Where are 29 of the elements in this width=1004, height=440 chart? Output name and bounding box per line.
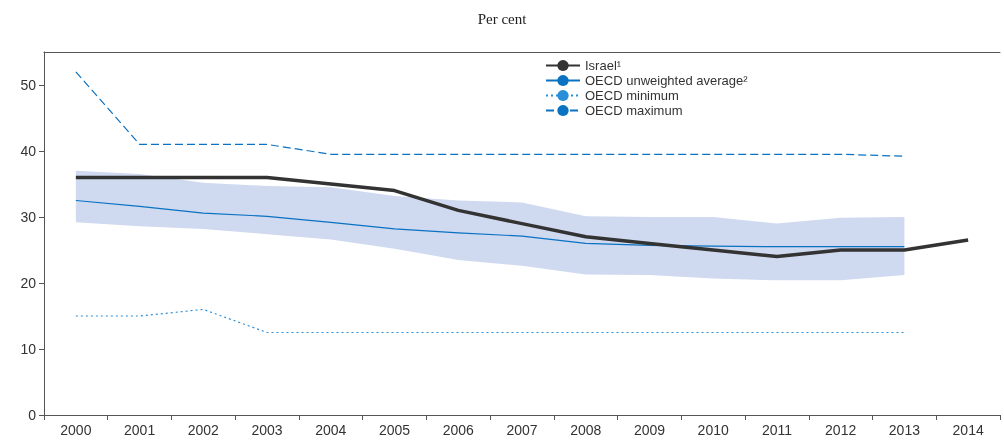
x-tick-label: 2009 [633, 422, 666, 438]
x-tick-label: 2005 [378, 422, 411, 438]
y-tick-label: 50 [20, 77, 37, 93]
x-tick-label: 2000 [60, 422, 92, 438]
line-series [75, 71, 905, 157]
y-tick-label: 20 [20, 275, 37, 291]
y-tick-label: 0 [28, 407, 37, 423]
legend-label: OECD unweighted average² [585, 73, 749, 88]
y-tick-label: 40 [20, 143, 37, 159]
x-tick-label: 2011 [761, 422, 793, 438]
legend-label: Israel¹ [585, 58, 622, 73]
x-tick-label: 2001 [124, 422, 156, 438]
x-tick-label: 2004 [315, 422, 347, 438]
y-tick-label: 30 [20, 209, 37, 225]
legend-label: OECD minimum [585, 88, 679, 103]
line-series [75, 199, 905, 248]
x-tick-label: 2007 [506, 422, 538, 438]
x-tick-label: 2006 [442, 422, 475, 438]
y-tick-label: 10 [20, 341, 37, 357]
x-tick-label: 2002 [187, 422, 220, 438]
line-series [74, 175, 970, 259]
x-tick-label: 2003 [251, 422, 283, 438]
legend-label: OECD maximum [585, 103, 683, 118]
x-tick-label: 2008 [570, 422, 602, 438]
chart-subtitle: Per cent [477, 10, 528, 27]
x-tick-label: 2014 [952, 422, 984, 438]
x-tick-label: 2013 [888, 422, 921, 438]
x-tick-label: 2010 [697, 422, 729, 438]
x-tick-label: 2012 [825, 422, 857, 438]
